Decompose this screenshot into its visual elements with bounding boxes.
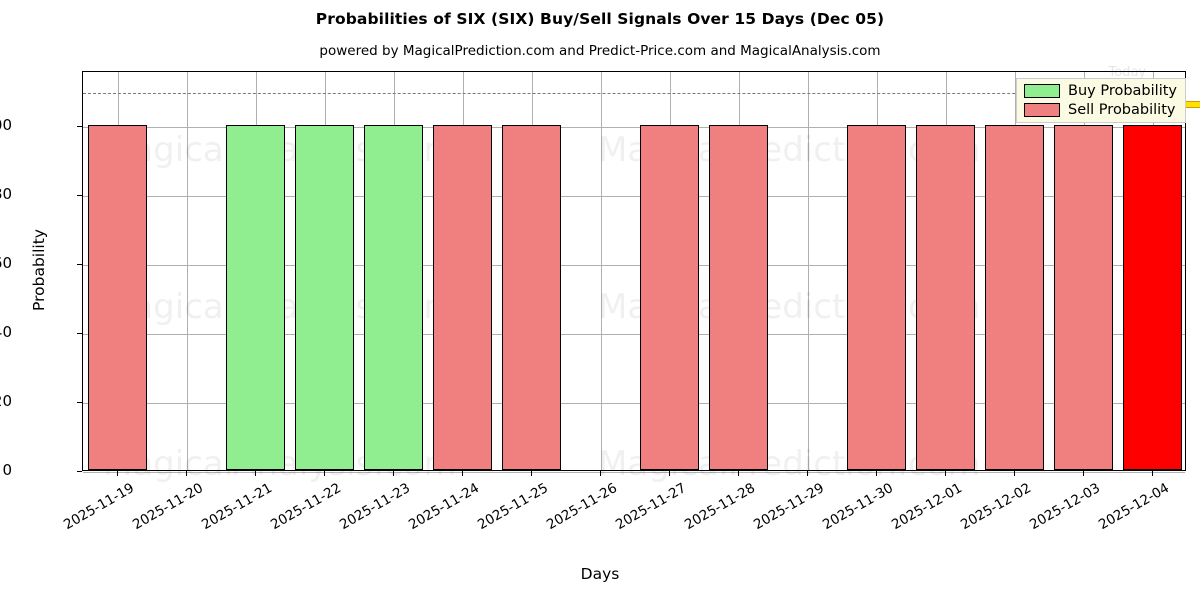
bar-2025-11-30-sell bbox=[847, 125, 906, 470]
y-tick-mark bbox=[77, 402, 82, 404]
bar-2025-12-01-sell bbox=[916, 125, 975, 470]
bar-2025-12-02-sell bbox=[985, 125, 1044, 470]
bar-2025-11-25-sell bbox=[502, 125, 561, 470]
x-tick-mark bbox=[185, 471, 187, 476]
threshold-line bbox=[83, 92, 1185, 94]
x-tick-mark bbox=[875, 471, 877, 476]
legend-swatch-icon bbox=[1024, 84, 1061, 99]
annotation-today: Today bbox=[1108, 65, 1147, 81]
y-tick-label: 60 bbox=[0, 254, 12, 273]
legend-swatch-icon bbox=[1024, 102, 1061, 117]
gridline-vertical bbox=[186, 72, 188, 470]
bar-2025-11-28-sell bbox=[709, 125, 768, 470]
x-tick-mark bbox=[461, 471, 463, 476]
x-tick-mark bbox=[116, 471, 118, 476]
x-tick-mark bbox=[1013, 471, 1015, 476]
gridline-horizontal bbox=[83, 472, 1185, 473]
bar-2025-12-03-sell bbox=[1054, 125, 1113, 470]
plot-area: MagicalAnalysis.comMagicalPrediction.com… bbox=[82, 65, 1200, 484]
legend-label: Sell Probability bbox=[1068, 101, 1176, 118]
x-tick-mark bbox=[599, 471, 601, 476]
y-tick-label: 20 bbox=[0, 392, 12, 411]
legend-item-buy[interactable]: Buy Probability bbox=[1024, 84, 1177, 99]
x-tick-mark bbox=[1151, 471, 1153, 476]
x-tick-mark bbox=[944, 471, 946, 476]
bar-2025-11-22-buy bbox=[295, 125, 354, 470]
x-tick-mark bbox=[254, 471, 256, 476]
chart-legend[interactable]: Buy Probability Sell Probability bbox=[1016, 78, 1186, 123]
page-title: Probabilities of SIX (SIX) Buy/Sell Sign… bbox=[315, 10, 885, 28]
gridline-horizontal bbox=[83, 334, 1185, 336]
x-tick-mark bbox=[806, 471, 808, 476]
gridline-horizontal bbox=[83, 265, 1185, 267]
legend-item-sell[interactable]: Sell Probability bbox=[1024, 101, 1177, 118]
bar-2025-12-04-sell-today bbox=[1123, 125, 1182, 470]
y-tick-label: 0 bbox=[2, 461, 12, 479]
y-tick-mark bbox=[77, 126, 82, 128]
y-tick-mark bbox=[77, 195, 82, 197]
gridline-horizontal bbox=[83, 196, 1185, 198]
x-tick-mark bbox=[323, 471, 325, 476]
x-axis-label: Days bbox=[580, 565, 620, 583]
bar-2025-11-27-sell bbox=[640, 125, 699, 470]
bar-2025-11-21-buy bbox=[226, 125, 285, 470]
x-tick-mark bbox=[392, 471, 394, 476]
x-tick-mark bbox=[668, 471, 670, 476]
y-tick-mark bbox=[77, 333, 82, 335]
y-tick-label: 100 bbox=[0, 116, 12, 135]
gridline-horizontal bbox=[83, 127, 1185, 129]
bar-2025-11-24-sell bbox=[433, 125, 492, 470]
bar-2025-11-19-sell bbox=[88, 125, 147, 470]
x-tick-mark bbox=[530, 471, 532, 476]
gridline-vertical bbox=[807, 72, 809, 470]
y-tick-label: 40 bbox=[0, 323, 12, 342]
y-tick-mark bbox=[77, 264, 82, 266]
chart-subtitle: powered by MagicalPrediction.com and Pre… bbox=[319, 43, 881, 59]
y-tick-mark bbox=[77, 471, 82, 473]
y-axis-label: Probability bbox=[30, 229, 48, 311]
highlight-band-2 bbox=[1183, 101, 1200, 109]
x-tick-mark bbox=[737, 471, 739, 476]
legend-label: Buy Probability bbox=[1068, 83, 1177, 99]
bar-2025-11-23-buy bbox=[364, 125, 423, 470]
x-tick-mark bbox=[1082, 471, 1084, 476]
y-tick-label: 80 bbox=[0, 185, 12, 204]
gridline-horizontal bbox=[83, 403, 1185, 405]
gridline-vertical bbox=[600, 72, 602, 470]
